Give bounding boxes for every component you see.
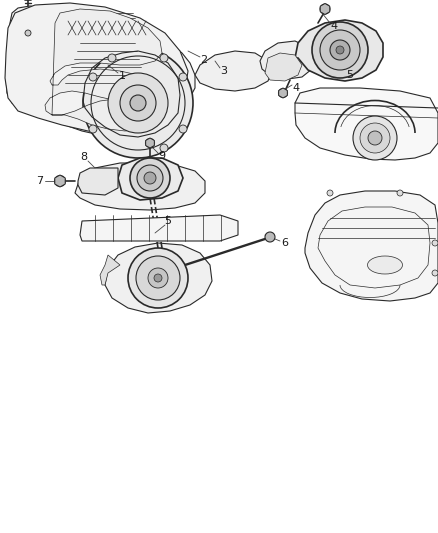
Polygon shape <box>146 138 154 148</box>
Circle shape <box>327 190 333 196</box>
Text: 3: 3 <box>220 66 227 76</box>
Text: 8: 8 <box>81 152 88 162</box>
Circle shape <box>89 73 97 81</box>
Polygon shape <box>55 175 65 187</box>
Circle shape <box>179 125 187 133</box>
Circle shape <box>130 95 146 111</box>
Polygon shape <box>295 88 438 160</box>
Circle shape <box>89 125 97 133</box>
Polygon shape <box>320 4 330 14</box>
Circle shape <box>25 30 31 36</box>
Circle shape <box>108 73 168 133</box>
Circle shape <box>320 4 330 14</box>
Circle shape <box>108 54 116 62</box>
Polygon shape <box>105 243 212 313</box>
Circle shape <box>368 131 382 145</box>
Text: 4: 4 <box>330 21 338 31</box>
Circle shape <box>83 48 193 158</box>
Circle shape <box>312 22 368 78</box>
Text: 4: 4 <box>293 83 300 93</box>
Ellipse shape <box>367 256 403 274</box>
Polygon shape <box>5 3 188 133</box>
Circle shape <box>144 172 156 184</box>
Circle shape <box>397 190 403 196</box>
Polygon shape <box>80 215 238 241</box>
Circle shape <box>265 232 275 242</box>
Polygon shape <box>265 53 302 81</box>
Polygon shape <box>279 88 287 98</box>
Polygon shape <box>6 6 195 136</box>
Circle shape <box>160 54 168 62</box>
Circle shape <box>160 144 168 152</box>
Circle shape <box>279 88 287 98</box>
Circle shape <box>432 240 438 246</box>
Text: 1: 1 <box>119 71 126 81</box>
Circle shape <box>330 40 350 60</box>
Text: 5: 5 <box>165 216 172 226</box>
Circle shape <box>120 85 156 121</box>
Circle shape <box>130 158 170 198</box>
Polygon shape <box>75 163 205 210</box>
Circle shape <box>179 73 187 81</box>
Circle shape <box>154 274 162 282</box>
Circle shape <box>148 268 168 288</box>
Circle shape <box>137 165 163 191</box>
Polygon shape <box>295 20 383 81</box>
Circle shape <box>128 248 188 308</box>
Polygon shape <box>78 168 118 195</box>
Polygon shape <box>260 41 314 79</box>
Polygon shape <box>118 158 183 200</box>
Polygon shape <box>195 51 272 91</box>
Circle shape <box>336 46 344 54</box>
Polygon shape <box>100 255 120 285</box>
Circle shape <box>54 175 66 187</box>
Text: 5: 5 <box>346 70 353 80</box>
Polygon shape <box>305 191 438 301</box>
Text: 9: 9 <box>159 151 166 161</box>
Text: 6: 6 <box>282 238 289 248</box>
Polygon shape <box>45 9 162 131</box>
Circle shape <box>353 116 397 160</box>
Text: 7: 7 <box>36 176 43 186</box>
Circle shape <box>360 123 390 153</box>
Circle shape <box>145 139 155 148</box>
Circle shape <box>320 30 360 70</box>
Text: 2: 2 <box>201 55 208 65</box>
Circle shape <box>432 270 438 276</box>
Circle shape <box>136 256 180 300</box>
